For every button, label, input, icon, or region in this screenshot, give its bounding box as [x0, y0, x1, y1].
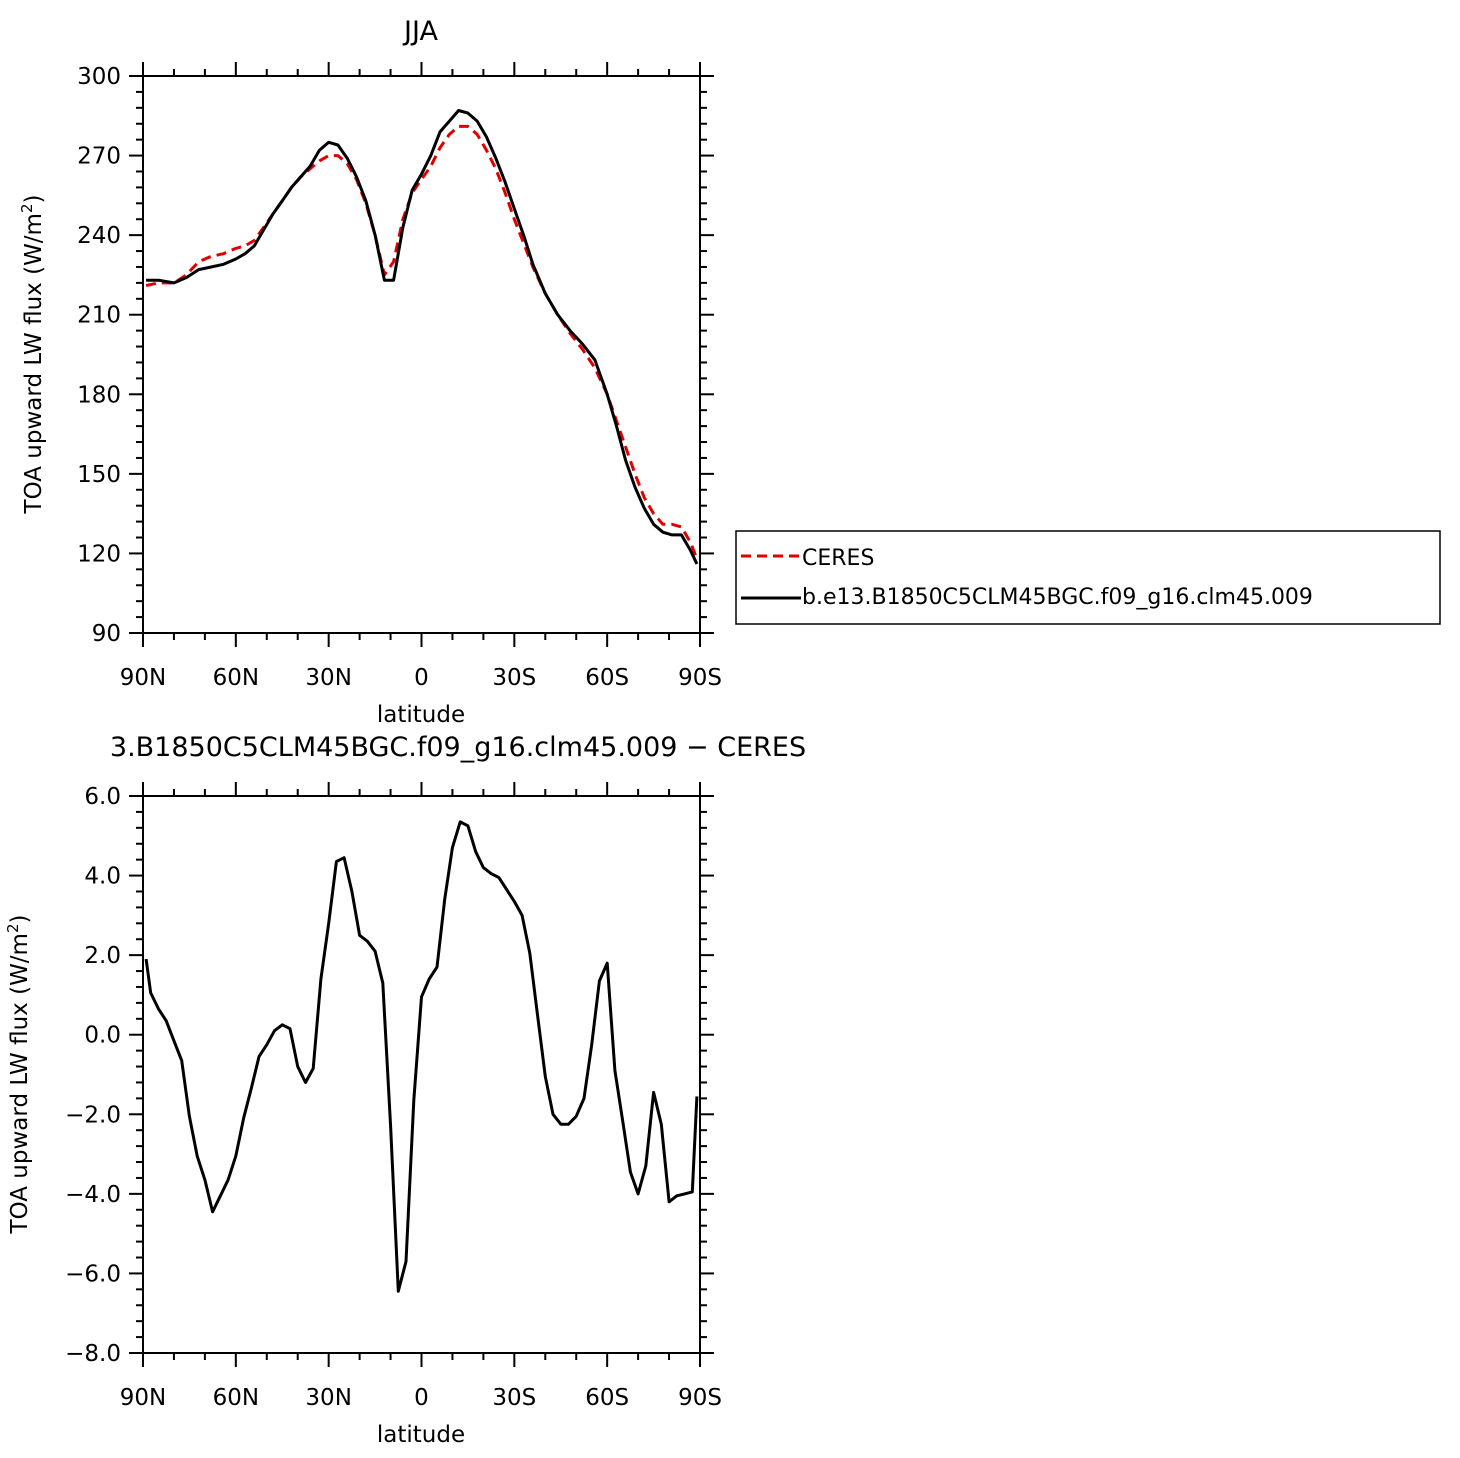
top-y-tick-label: 120: [77, 541, 121, 567]
bottom-x-axis-label: latitude: [377, 1422, 465, 1448]
top-y-tick-label: 240: [77, 223, 121, 249]
top-y-axis-label-main: TOA upward LW flux (W/m: [21, 213, 47, 514]
bottom-x-tick-label: 90N: [120, 1385, 166, 1411]
top-x-tick-label: 60S: [585, 665, 629, 691]
legend-label-ceres: CERES: [802, 546, 874, 571]
top-y-tick-label: 300: [77, 64, 121, 90]
bottom-y-tick-label: −6.0: [65, 1261, 121, 1287]
bottom-y-tick-label: 2.0: [84, 943, 121, 969]
top-x-tick-label: 30S: [492, 665, 536, 691]
bottom-difference-line: [144, 820, 699, 1293]
top-y-tick-label: 150: [77, 462, 121, 488]
bottom-x-tick-label: 30S: [492, 1385, 536, 1411]
bottom-y-tick-label: 0.0: [84, 1023, 121, 1049]
top-y-axis-label-close: ): [21, 195, 47, 204]
bottom-x-tick-label: 30N: [305, 1385, 351, 1411]
bottom-y-axis-label-close: ): [7, 915, 33, 924]
bottom-x-tick-label: 0: [414, 1385, 429, 1411]
top-ceres-line: [145, 124, 699, 560]
top-x-tick-label: 60N: [213, 665, 259, 691]
difference-panel: 3.B1850C5CLM45BGC.f09_g16.clm45.009 − CE…: [4, 732, 806, 1448]
top-y-tick-label: 90: [92, 621, 121, 647]
bottom-y-tick-label: 4.0: [84, 864, 121, 890]
top-x-tick-label: 90N: [120, 665, 166, 691]
bottom-y-axis-label: TOA upward LW flux (W/m2): [4, 915, 33, 1235]
legend-box: [735, 530, 1441, 625]
bottom-tick-layer: [129, 782, 714, 1367]
bottom-y-tick-label: −2.0: [65, 1102, 121, 1128]
bottom-x-tick-label: 90S: [678, 1385, 722, 1411]
legend: CERES b.e13.B1850C5CLM45BGC.f09_g16.clm4…: [735, 530, 1441, 625]
top-y-tick-label: 270: [77, 144, 121, 170]
top-panel-title: JJA: [402, 16, 438, 47]
bottom-x-tick-label: 60N: [213, 1385, 259, 1411]
bottom-series-layer: [144, 820, 699, 1293]
top-x-tick-label: 0: [414, 665, 429, 691]
mean-flux-panel: JJA 90N 60N 30N 0 30S 60S 90S 90 120 150 180 210 240…: [18, 16, 722, 728]
bottom-y-tick-label: 6.0: [84, 784, 121, 810]
top-tick-labels: 90N 60N 30N 0 30S 60S 90S 90 120 150 180 210 240 270 3…: [77, 64, 722, 691]
top-tick-layer: [129, 62, 714, 647]
top-x-tick-label: 30N: [305, 665, 351, 691]
bottom-y-tick-label: −4.0: [65, 1182, 121, 1208]
top-model-line: [146, 109, 699, 565]
top-y-tick-label: 210: [77, 303, 121, 329]
top-y-axis-label-sup: 2: [18, 203, 36, 213]
bottom-plot-frame: [142, 795, 701, 1354]
legend-label-model: b.e13.B1850C5CLM45BGC.f09_g16.clm45.009: [802, 585, 1313, 610]
bottom-y-tick-label: −8.0: [65, 1341, 121, 1367]
top-y-tick-label: 180: [77, 382, 121, 408]
top-plot-frame: [142, 75, 701, 634]
bottom-y-axis-label-sup: 2: [4, 923, 22, 933]
top-series-layer: [145, 109, 699, 565]
top-y-axis-label: TOA upward LW flux (W/m2): [18, 195, 47, 515]
top-x-tick-label: 90S: [678, 665, 722, 691]
bottom-tick-labels: 90N 60N 30N 0 30S 60S 90S −8.0 −6.0 −4.0 −2.0 0.0 2.…: [65, 784, 722, 1411]
bottom-y-axis-label-main: TOA upward LW flux (W/m: [7, 933, 33, 1234]
bottom-x-tick-label: 60S: [585, 1385, 629, 1411]
top-x-axis-label: latitude: [377, 702, 465, 728]
bottom-panel-title: 3.B1850C5CLM45BGC.f09_g16.clm45.009 − CE…: [110, 732, 806, 763]
